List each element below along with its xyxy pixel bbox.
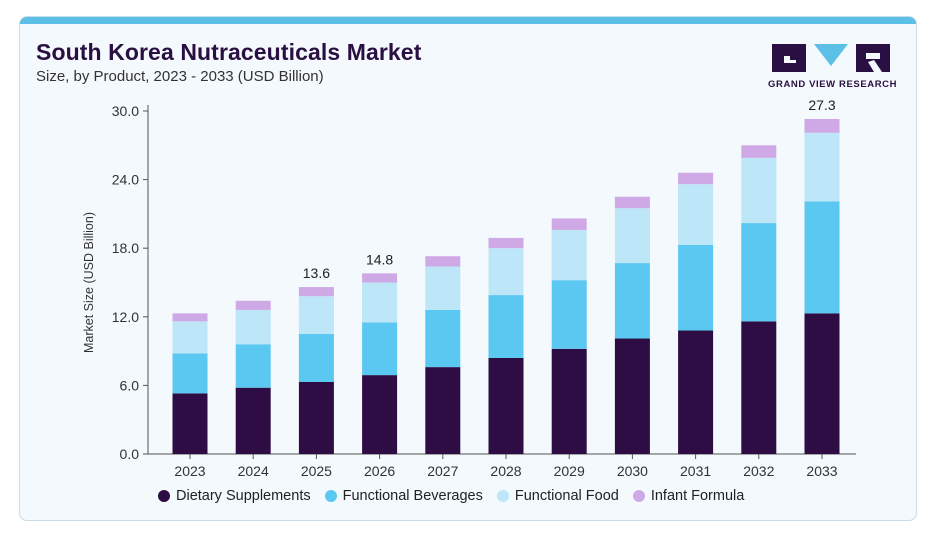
bar-functional-food-2032 — [741, 157, 777, 224]
bar-functional-food-2025 — [298, 296, 334, 334]
bar-functional-food-2028 — [488, 248, 524, 296]
chart-title: South Korea Nutraceuticals Market — [36, 39, 422, 65]
bar-functional-beverages-2023 — [172, 353, 208, 394]
bar-dietary-supplements-2026 — [362, 375, 398, 454]
bar-infant-formula-2031 — [678, 172, 714, 185]
stacked-bar-chart: 0.0 6.0 12.0 18.0 24.0 30.0 Market Size (USD B… — [82, 97, 856, 479]
legend-swatch — [158, 490, 170, 502]
x-tick-label: 2023 — [174, 463, 205, 479]
legend-label: Infant Formula — [650, 488, 745, 504]
bar-dietary-supplements-2030 — [614, 338, 650, 454]
legend-label: Dietary Supplements — [176, 488, 311, 504]
x-tick-label: 2030 — [617, 463, 648, 479]
bar-infant-formula-2023 — [172, 313, 208, 322]
bar-dietary-supplements-2032 — [741, 321, 777, 454]
bar-infant-formula-2026 — [362, 273, 398, 283]
bar-infant-formula-2030 — [614, 196, 650, 209]
bar-dietary-supplements-2031 — [678, 330, 714, 454]
legend-item: Functional Beverages — [324, 488, 483, 504]
legend-label: Functional Beverages — [342, 488, 483, 504]
logo-text: GRAND VIEW RESEARCH — [768, 79, 898, 90]
bar-infant-formula-2029 — [551, 218, 587, 230]
accent-bar — [20, 17, 916, 24]
y-tick-label: 6.0 — [120, 377, 140, 393]
y-axis-title: Market Size (USD Billion) — [82, 212, 96, 353]
bar-dietary-supplements-2025 — [298, 381, 334, 454]
y-tick-label: 12.0 — [112, 309, 139, 325]
bar-dietary-supplements-2023 — [172, 393, 208, 454]
y-tick-label: 24.0 — [112, 172, 139, 188]
legend-swatch — [632, 490, 645, 502]
bar-functional-beverages-2027 — [425, 309, 461, 368]
bar-functional-beverages-2031 — [678, 244, 714, 331]
y-tick-label: 30.0 — [112, 103, 139, 119]
x-tick-label: 2026 — [364, 463, 395, 479]
x-tick-label: 2025 — [301, 463, 332, 479]
legend-swatch — [324, 490, 337, 502]
grand-view-research-logo: GRAND VIEW RESEARCH — [768, 41, 898, 93]
y-tick-label: 0.0 — [120, 446, 140, 462]
bar-functional-beverages-2024 — [235, 344, 271, 388]
chart-card: South Korea Nutraceuticals Market Size, … — [19, 16, 917, 521]
data-label: 13.6 — [303, 265, 330, 281]
bar-functional-food-2023 — [172, 321, 208, 354]
legend-swatch — [496, 490, 509, 502]
x-tick-label: 2033 — [806, 463, 837, 479]
bar-infant-formula-2032 — [741, 145, 777, 158]
bar-infant-formula-2027 — [425, 256, 461, 267]
bar-functional-beverages-2025 — [298, 333, 334, 382]
legend-item: Functional Food — [496, 488, 619, 504]
bar-dietary-supplements-2028 — [488, 357, 524, 454]
logo-mark-icon — [772, 44, 890, 72]
bar-infant-formula-2024 — [235, 300, 271, 310]
bar-functional-food-2029 — [551, 229, 587, 281]
bar-functional-beverages-2028 — [488, 295, 524, 358]
bar-functional-beverages-2030 — [614, 263, 650, 339]
bar-infant-formula-2025 — [298, 287, 334, 297]
bar-functional-food-2030 — [614, 208, 650, 264]
data-label: 27.3 — [808, 97, 835, 113]
bar-functional-beverages-2029 — [551, 280, 587, 349]
x-tick-label: 2028 — [490, 463, 521, 479]
data-label: 14.8 — [366, 251, 393, 267]
bar-functional-food-2024 — [235, 309, 271, 345]
bar-functional-food-2033 — [804, 132, 840, 202]
bar-functional-beverages-2032 — [741, 223, 777, 322]
x-tick-label: 2024 — [238, 463, 269, 479]
chart-subtitle: Size, by Product, 2023 - 2033 (USD Billi… — [36, 68, 324, 85]
legend-item: Dietary Supplements — [158, 488, 311, 504]
bar-functional-beverages-2033 — [804, 201, 840, 314]
x-tick-label: 2032 — [743, 463, 774, 479]
bar-functional-food-2026 — [362, 282, 398, 323]
bar-dietary-supplements-2027 — [425, 367, 461, 454]
legend-item: Infant Formula — [632, 488, 745, 504]
legend-label: Functional Food — [514, 488, 619, 504]
bar-functional-beverages-2026 — [362, 322, 398, 376]
bar-dietary-supplements-2029 — [551, 348, 587, 454]
y-tick-label: 18.0 — [112, 240, 139, 256]
x-tick-label: 2027 — [427, 463, 458, 479]
x-tick-label: 2029 — [554, 463, 585, 479]
legend: Dietary Supplements Functional Beverages F… — [158, 488, 744, 504]
bar-infant-formula-2033 — [804, 119, 840, 133]
bar-dietary-supplements-2024 — [235, 387, 271, 454]
bar-functional-food-2027 — [425, 266, 461, 310]
x-tick-label: 2031 — [680, 463, 711, 479]
bar-dietary-supplements-2033 — [804, 313, 840, 454]
bar-functional-food-2031 — [678, 184, 714, 245]
bar-infant-formula-2028 — [488, 237, 524, 249]
